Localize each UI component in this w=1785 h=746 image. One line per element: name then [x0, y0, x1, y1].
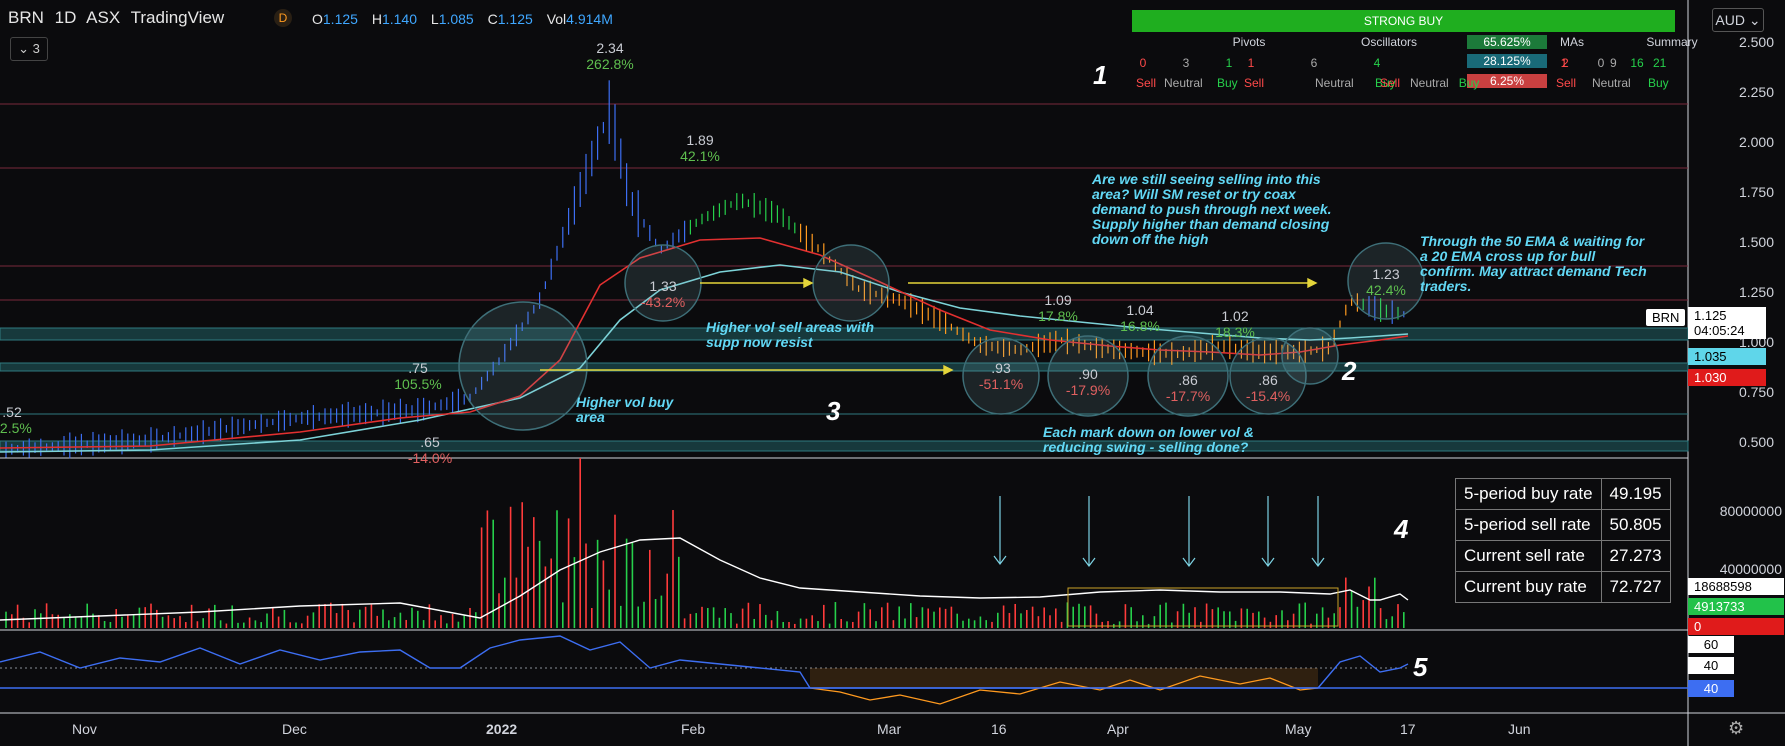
marker-change: 42.4%: [1366, 282, 1406, 298]
rate-row: 5-period sell rate 50.805: [1455, 509, 1671, 541]
marker-change: -17.7%: [1165, 388, 1211, 404]
ma-summary-labels: Sell Neutral Buy: [1380, 76, 1480, 90]
annotation-mark-down: Each mark down on lower vol & reducing s…: [1043, 424, 1254, 455]
delay-icon: D: [274, 9, 292, 27]
marker-price: .86: [1178, 372, 1198, 388]
volume-bars: [5, 458, 1405, 628]
price-marker: 1.23 42.4%: [1356, 266, 1416, 298]
annotation-number-5: 5: [1413, 652, 1428, 682]
annotation-ema-cross: Through the 50 EMA & waiting for a 20 EM…: [1420, 233, 1647, 294]
annotation-sell-areas: Higher vol sell areas with supp now resi…: [706, 319, 875, 350]
last-price-tag: 1.125 04:05:24: [1688, 307, 1766, 339]
marker-change: -15.4%: [1245, 388, 1291, 404]
annotation-number-2: 2: [1342, 356, 1357, 386]
marker-price: 1.23: [1372, 266, 1400, 282]
marker-change: -43.2%: [640, 294, 686, 310]
currency-button[interactable]: AUD ⌄: [1712, 8, 1764, 32]
yellow-arrows: [540, 277, 1318, 376]
price-marker: .65 -14.0%: [400, 434, 460, 466]
chevron-down-icon: ⌄: [1748, 12, 1761, 28]
annotation-buy-area: Higher vol buy area: [576, 394, 674, 425]
symbol-header[interactable]: BRN 1D ASX TradingView: [8, 8, 230, 28]
ema-tag-red: 1.030: [1688, 369, 1766, 386]
marker-price: .52: [2, 404, 22, 420]
source: TradingView: [130, 8, 225, 27]
price-marker: 1.04 16.8%: [1110, 302, 1170, 334]
tech-summary-table: Pivots Oscillators 65.625% 28.125% 6.25%…: [1139, 35, 1698, 88]
price-marker: .75 105.5%: [388, 360, 448, 392]
rate-row: Current buy rate 72.727: [1455, 571, 1671, 603]
signal-banner: STRONG BUY: [1132, 10, 1675, 32]
collapse-indicators-button[interactable]: ⌄ 3: [10, 37, 48, 61]
price-marker: 2.34 262.8%: [580, 40, 640, 72]
cyan-arrows: [993, 496, 1325, 567]
marker-change: 262.8%: [586, 56, 634, 72]
annotation-number-4: 4: [1394, 514, 1409, 544]
ema-tag-teal: 1.035: [1688, 348, 1766, 365]
price-marker: .86 -17.7%: [1158, 372, 1218, 404]
marker-change: 105.5%: [394, 376, 442, 392]
volume-ma-line: [0, 537, 1409, 621]
ohlc-readout: O1.125 H1.140 L1.085 C1.125 Vol4.914M: [312, 11, 613, 27]
rsi-orange: [809, 675, 1319, 705]
marker-price: 1.09: [1044, 292, 1072, 308]
settings-gear-icon[interactable]: ⚙: [1728, 718, 1745, 738]
marker-change: 42.5%: [0, 420, 32, 436]
ema-red-line: [0, 237, 1409, 449]
highlight-circles: [458, 242, 1425, 431]
annotation-number-3: 3: [826, 396, 841, 426]
rsi-blue: [0, 635, 1409, 689]
marker-change: 17.8%: [1038, 308, 1078, 324]
symbol-price-label: BRN: [1646, 309, 1686, 326]
interval[interactable]: 1D: [54, 8, 77, 27]
marker-price: .75: [408, 360, 428, 376]
marker-change: -17.9%: [1065, 382, 1111, 398]
marker-price: 1.89: [686, 132, 714, 148]
marker-price: 1.33: [649, 278, 677, 294]
volume-tag: 4913733: [1688, 598, 1784, 615]
annotation-number-1: 1: [1093, 60, 1108, 90]
chevron-down-icon: ⌄: [18, 41, 30, 56]
marker-price: .86: [1258, 372, 1278, 388]
symbol[interactable]: BRN: [8, 8, 44, 27]
marker-price: .65: [420, 434, 440, 450]
price-marker: .5242.5%: [0, 404, 42, 436]
marker-price: .93: [991, 360, 1011, 376]
marker-change: -51.1%: [978, 376, 1024, 392]
rsi-tag: 40: [1688, 680, 1734, 697]
ema-teal-line: [0, 264, 1409, 453]
price-marker: .86 -15.4%: [1238, 372, 1298, 404]
price-marker: 1.09 17.8%: [1028, 292, 1088, 324]
rate-row: 5-period buy rate 49.195: [1455, 478, 1671, 510]
price-marker: 1.02 18.3%: [1205, 308, 1265, 340]
time-axis[interactable]: Nov Dec 2022 Feb Mar 16 Apr May 17 Jun: [72, 721, 1531, 737]
price-marker: 1.33 -43.2%: [633, 278, 693, 310]
marker-price: 2.34: [596, 40, 624, 56]
volume-zero-tag: 0: [1688, 618, 1784, 635]
tech-summary-counts: 2 9 21 Sell Neutral Buy Sell Neutral Buy…: [1136, 56, 1669, 90]
level-lines: [0, 103, 1689, 452]
marker-price: .90: [1078, 366, 1098, 382]
marker-price: 1.02: [1221, 308, 1249, 324]
price-marker: .93 -51.1%: [971, 360, 1031, 392]
marker-change: 42.1%: [680, 148, 720, 164]
volume-ma-tag: 18688598: [1688, 578, 1784, 595]
rate-table: 5-period buy rate 49.195 5-period sell ra…: [1455, 478, 1671, 603]
marker-change: 16.8%: [1120, 318, 1160, 334]
marker-change: -14.0%: [407, 450, 453, 466]
price-axis[interactable]: 2.500 2.250 2.000 1.750 1.500 1.250 1.00…: [1688, 0, 1785, 713]
price-marker: .90 -17.9%: [1058, 366, 1118, 398]
price-marker: 1.89 42.1%: [670, 132, 730, 164]
marker-price: 1.04: [1126, 302, 1154, 318]
marker-change: 18.3%: [1215, 324, 1255, 340]
annotation-selling-area: Are we still seeing selling into this ar…: [1092, 171, 1332, 247]
exchange: ASX: [86, 8, 121, 27]
rate-row: Current sell rate 27.273: [1455, 540, 1671, 572]
